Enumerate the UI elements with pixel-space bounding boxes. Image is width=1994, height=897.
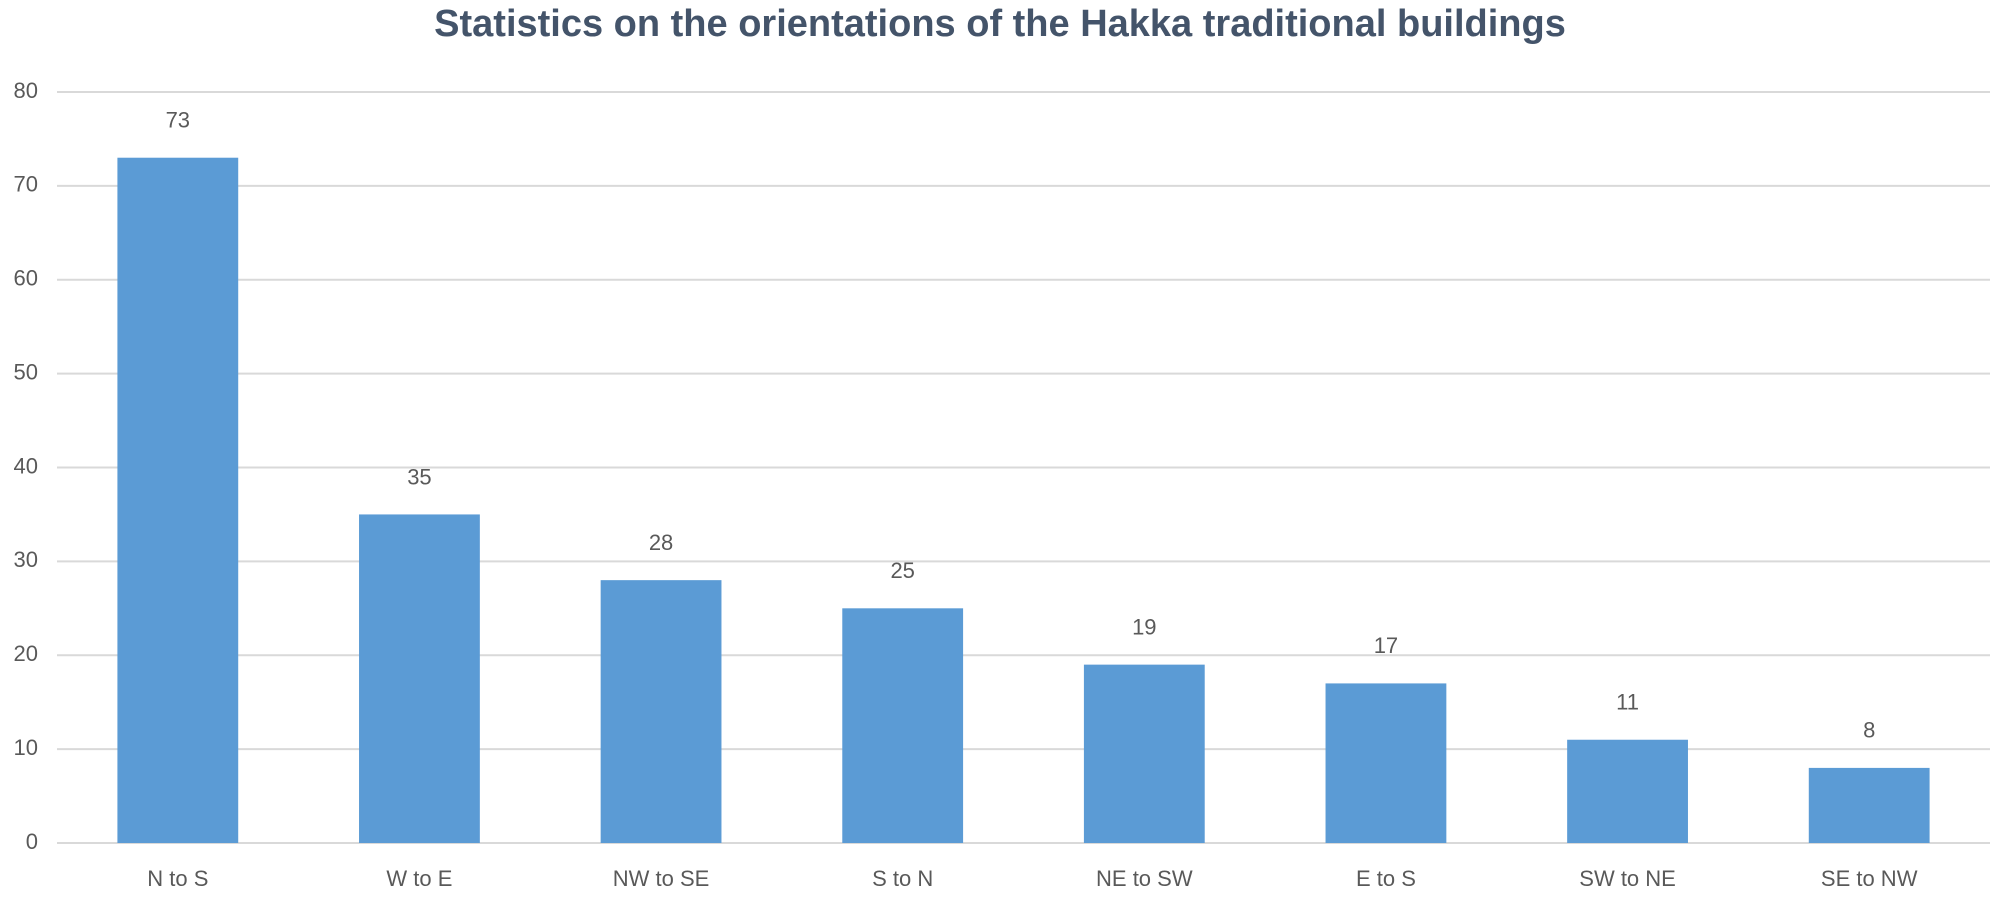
data-label: 11 [1616,690,1639,715]
bar [842,608,964,843]
x-tick-label: N to S [147,866,208,891]
y-tick-label: 60 [14,266,38,291]
x-tick-label: W to E [386,866,452,891]
bar [1083,664,1205,843]
data-label: 35 [407,464,431,489]
chart-title: Statistics on the orientations of the Ha… [434,3,1566,45]
y-tick-label: 70 [14,172,38,197]
y-tick-label: 40 [14,453,38,478]
data-label: 17 [1374,633,1398,658]
data-label: 25 [890,558,914,583]
x-tick-label: E to S [1356,866,1416,891]
bar [117,157,239,843]
x-tick-label: SE to NW [1821,866,1918,891]
data-label: 8 [1863,718,1875,743]
y-tick-label: 30 [14,547,38,572]
data-label: 28 [649,530,673,555]
bar [1808,767,1930,843]
x-tick-label: S to N [872,866,933,891]
y-tick-label: 10 [14,735,38,760]
x-tick-label: NE to SW [1096,866,1193,891]
bar [1325,683,1447,843]
y-tick-label: 80 [14,78,38,103]
x-tick-label: SW to NE [1579,866,1676,891]
bar [359,514,480,843]
y-tick-label: 20 [14,641,38,666]
y-tick-label: 50 [14,359,38,384]
y-tick-label: 0 [26,829,38,854]
bar [1567,739,1688,843]
bar [600,580,722,843]
data-label: 73 [166,108,190,133]
data-label: 19 [1132,614,1156,639]
x-tick-label: NW to SE [613,866,710,891]
